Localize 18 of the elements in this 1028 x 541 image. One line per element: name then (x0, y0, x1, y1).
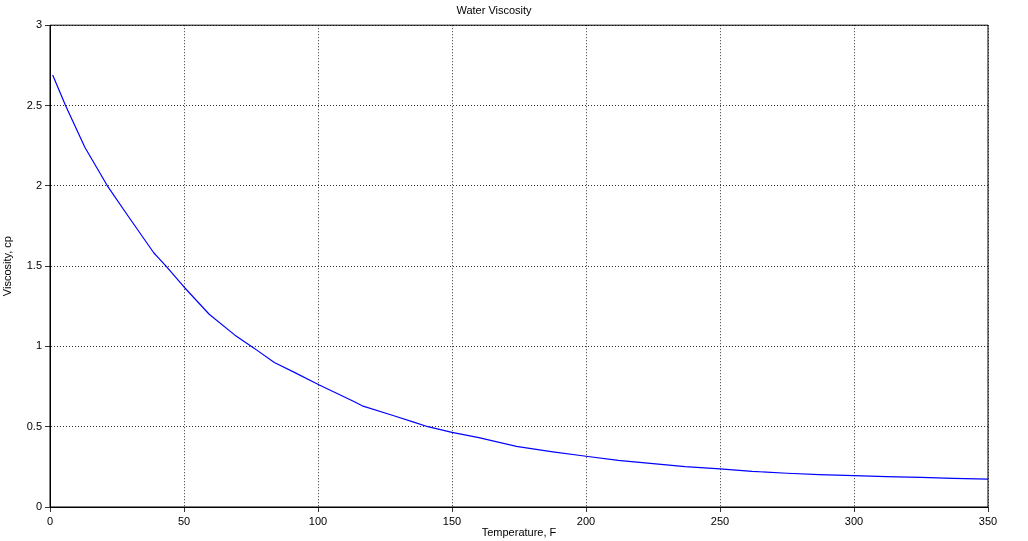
y-tick-label: 3 (35, 18, 42, 31)
chart-title: Water Viscosity (456, 3, 533, 16)
y-tick-label: 2.5 (26, 98, 42, 111)
x-tick-label: 250 (710, 514, 730, 527)
y-tick-label: 1 (35, 339, 42, 352)
y-axis-title: Viscosity, cp (0, 236, 13, 297)
x-axis-title: Temperature, F (481, 526, 557, 539)
x-tick-label: 50 (177, 514, 191, 527)
y-tick-label: 2 (35, 178, 42, 191)
y-tick-label: 1.5 (26, 259, 42, 272)
x-tick-label: 200 (576, 514, 596, 527)
x-tick-label: 100 (308, 514, 328, 527)
x-tick-label: 300 (844, 514, 864, 527)
y-tick-label: 0.5 (26, 419, 42, 432)
x-tick-label: 350 (978, 514, 998, 527)
x-tick-label: 150 (442, 514, 462, 527)
x-tick-label: 0 (46, 514, 54, 527)
y-tick-label: 0 (35, 500, 42, 513)
